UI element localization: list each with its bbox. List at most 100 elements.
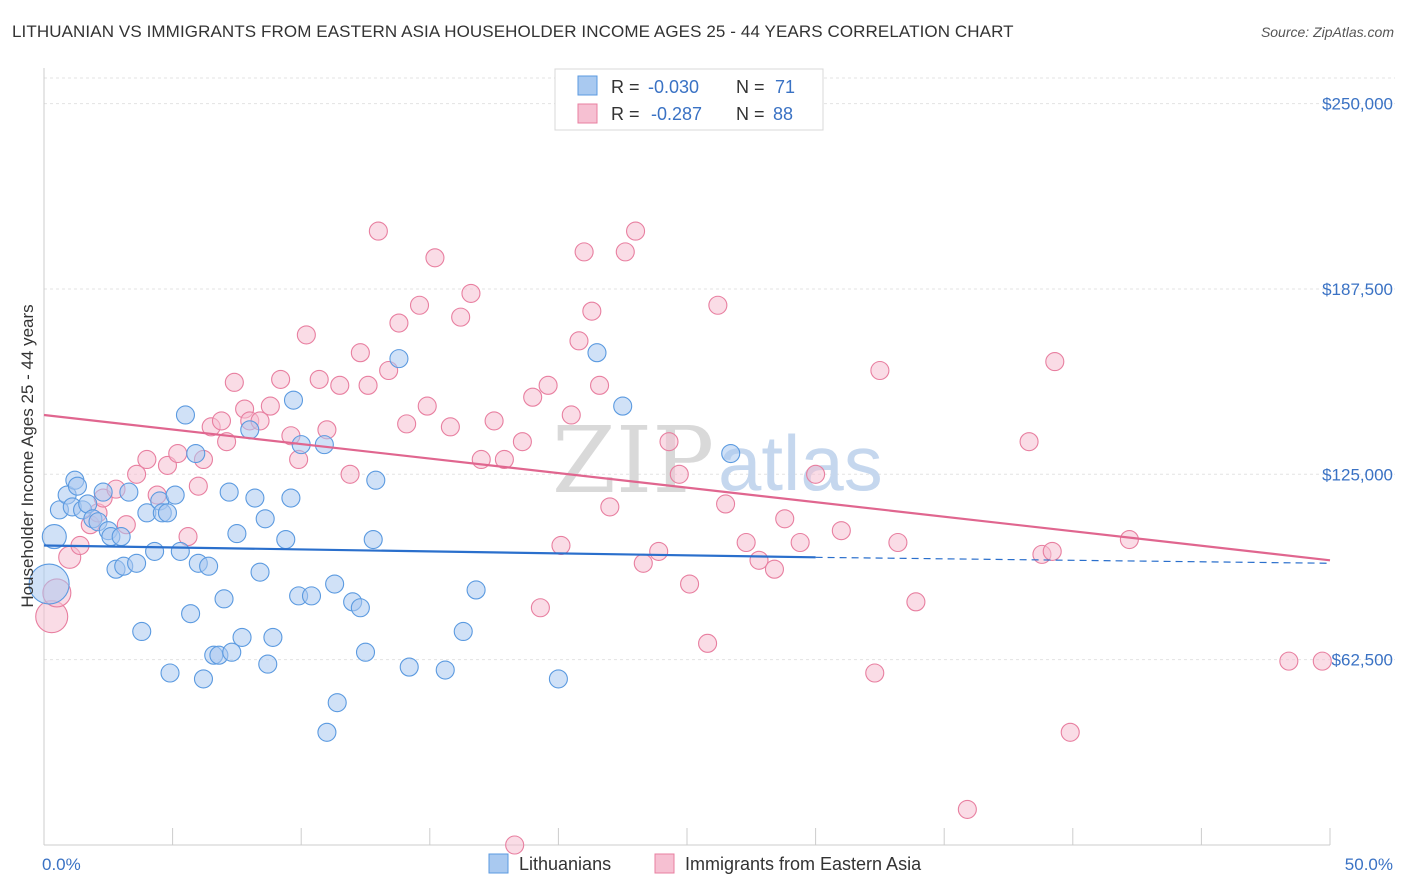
immigrant-point-53: [551, 535, 571, 556]
lithuanian-point-70: [721, 443, 741, 464]
lithuanian-point-28: [175, 405, 196, 425]
legend-n-label-2: N =: [736, 104, 765, 124]
lithuanian-point-63: [399, 657, 419, 677]
immigrant-point-35: [368, 221, 388, 241]
immigrant-point-85: [1045, 352, 1065, 372]
lithuanian-point-41: [240, 420, 260, 440]
immigrant-point-41: [425, 248, 445, 268]
lithuanian-point-66: [466, 580, 486, 600]
chart-title: LITHUANIAN VS IMMIGRANTS FROM EASTERN AS…: [12, 22, 1014, 41]
immigrant-point-54: [561, 405, 581, 425]
immigrant-point-57: [582, 301, 602, 321]
y-tick-label-2: $187,500: [1322, 280, 1393, 299]
lithuanian-point-18: [127, 553, 147, 573]
lithuanian-point-59: [355, 642, 376, 662]
immigrant-point-18: [211, 411, 232, 431]
lithuanian-point-6: [67, 476, 87, 496]
lithuanian-point-19: [132, 621, 152, 642]
immigrant-point-75: [806, 464, 826, 484]
lithuanian-point-68: [587, 343, 607, 363]
lithuanian-point-29: [181, 604, 201, 624]
legend-bottom: Lithuanians Immigrants from Eastern Asia: [488, 853, 922, 874]
y-tick-label-3: $250,000: [1322, 95, 1393, 114]
immigrant-point-58: [590, 375, 610, 395]
immigrant-point-73: [775, 509, 795, 529]
immigrant-point-40: [417, 396, 437, 416]
immigrant-point-24: [260, 396, 280, 416]
lithuanian-point-43: [250, 562, 270, 582]
lithuanian-point-69: [613, 396, 633, 416]
y-tick-labels: $62,500 $125,000 $187,500 $250,000: [1322, 95, 1393, 670]
legend-bottom-label-lithuanians: Lithuanians: [519, 854, 611, 874]
legend-bottom-swatch-blue: [488, 853, 509, 874]
source-label: Source: ZipAtlas.com: [1260, 24, 1394, 40]
immigrant-point-34: [358, 375, 378, 395]
immigrant-point-89: [1312, 651, 1332, 671]
immigrant-point-43: [451, 307, 471, 327]
lithuanian-point-62: [389, 349, 409, 369]
watermark-atlas: atlas: [718, 419, 883, 507]
legend-n-value-2: 88: [773, 104, 793, 124]
immigrant-point-38: [397, 414, 417, 434]
immigrant-point-65: [669, 464, 689, 484]
immigrant-point-25: [271, 369, 291, 389]
lithuanian-point-11: [93, 482, 113, 502]
immigrant-point-67: [698, 633, 718, 653]
lithuanian-point-42: [245, 488, 265, 508]
lithuanian-point-44: [255, 509, 275, 529]
y-tick-label-0: $62,500: [1332, 651, 1393, 670]
lithuanian-point-24: [157, 503, 178, 523]
immigrant-point-81: [957, 799, 977, 819]
lithuanian-point-55: [327, 693, 347, 713]
legend-r-value-1: -0.030: [648, 77, 699, 97]
lithuanian-point-40: [232, 627, 252, 647]
legend-n-label-1: N =: [736, 77, 765, 97]
x-axis: [43, 828, 1331, 846]
x-tick-label-1: 50.0%: [1345, 855, 1393, 874]
immigrant-point-60: [615, 242, 635, 262]
lithuanian-point-37: [219, 482, 239, 502]
lithuanian-point-1: [41, 524, 67, 550]
lithuanian-point-64: [435, 660, 455, 680]
immigrant-point-44: [461, 283, 481, 303]
lithuanian-point-15: [111, 527, 131, 547]
immigrant-point-84: [1042, 541, 1062, 561]
legend-r-label-1: R =: [611, 77, 640, 97]
watermark-zip: ZIP: [552, 407, 714, 514]
immigrant-point-33: [350, 343, 370, 363]
lithuanian-point-38: [222, 642, 242, 662]
immigrant-point-42: [440, 417, 460, 437]
immigrant-point-88: [1279, 651, 1299, 671]
immigrant-point-61: [626, 221, 646, 241]
lithuanian-point-27: [170, 541, 190, 561]
lithuanian-point-60: [363, 529, 383, 550]
immigrant-point-82: [1019, 432, 1039, 452]
lithuanian-point-46: [263, 627, 283, 647]
immigrant-point-87: [1119, 529, 1139, 550]
y-tick-label-1: $125,000: [1322, 465, 1393, 484]
legend-top: R = -0.030 N = 71 R = -0.287 N = 88: [554, 68, 824, 131]
lithuanian-point-25: [160, 663, 180, 683]
lithuanian-point-30: [186, 443, 206, 464]
immigrant-point-14: [178, 527, 198, 547]
lithuanian-point-17: [119, 482, 139, 502]
legend-n-value-1: 71: [775, 77, 795, 97]
immigrant-point-39: [409, 295, 430, 315]
immigrant-point-77: [865, 663, 885, 683]
immigrant-point-70: [736, 532, 756, 553]
immigrant-point-29: [309, 369, 329, 389]
immigrant-point-15: [188, 476, 208, 496]
lithuanian-point-52: [301, 586, 322, 606]
lithuanian-point-45: [258, 654, 278, 674]
lithuanian-point-47: [276, 529, 296, 550]
lithuanian-point-65: [453, 621, 473, 642]
series-immigrants-eastern-asia: [35, 221, 1332, 855]
immigrant-point-20: [224, 372, 244, 392]
immigrant-point-72: [764, 559, 784, 579]
immigrant-point-63: [649, 541, 669, 561]
lithuanian-point-32: [193, 669, 214, 689]
immigrant-point-64: [659, 432, 679, 452]
legend-r-value-2: -0.287: [651, 104, 702, 124]
series-lithuanians: [28, 343, 741, 742]
immigrant-point-56: [574, 242, 594, 262]
